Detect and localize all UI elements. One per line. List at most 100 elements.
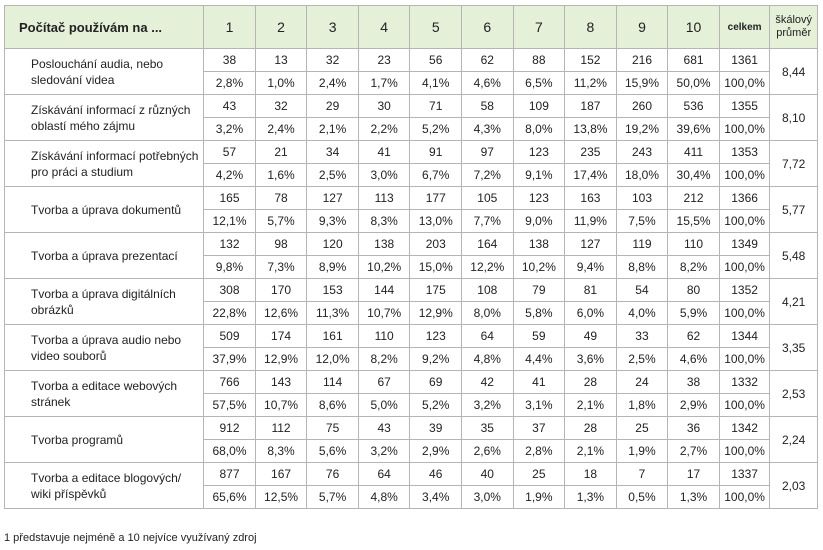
count-cell: 40 <box>461 462 514 486</box>
percent-total-cell: 100,0% <box>718 347 771 371</box>
count-cell: 175 <box>409 278 463 302</box>
count-total-cell: 1342 <box>718 416 771 440</box>
percent-cell: 9,1% <box>512 163 566 187</box>
percent-cell: 3,2% <box>461 393 514 417</box>
count-cell: 69 <box>409 370 463 394</box>
percent-cell: 9,0% <box>512 209 566 233</box>
percent-cell: 8,6% <box>306 393 359 417</box>
count-cell: 509 <box>203 324 256 348</box>
percent-cell: 9,2% <box>409 347 463 371</box>
percent-cell: 2,1% <box>564 393 617 417</box>
count-cell: 21 <box>254 140 308 164</box>
row-label: Tvorba programů <box>3 416 205 463</box>
percent-cell: 17,4% <box>564 163 617 187</box>
count-cell: 25 <box>615 416 669 440</box>
percent-cell: 1,0% <box>254 71 308 95</box>
percent-cell: 10,2% <box>512 255 566 279</box>
count-cell: 62 <box>461 48 514 72</box>
percent-cell: 11,3% <box>306 301 359 325</box>
percent-cell: 3,1% <box>512 393 566 417</box>
percent-total-cell: 100,0% <box>718 163 771 187</box>
percent-cell: 9,3% <box>306 209 359 233</box>
count-cell: 43 <box>357 416 411 440</box>
count-cell: 167 <box>254 462 308 486</box>
count-cell: 123 <box>409 324 463 348</box>
count-cell: 123 <box>512 140 566 164</box>
table-row-percentages: 68,0% 8,3% 5,6% 3,2% 2,9% 2,6% 2,8% 2,1% 1,9% 2,7… <box>5 439 818 463</box>
count-cell: 243 <box>615 140 669 164</box>
header-scale: škálový průměr <box>769 5 818 49</box>
count-cell: 203 <box>409 232 463 256</box>
percent-cell: 4,8% <box>461 347 514 371</box>
count-cell: 39 <box>409 416 463 440</box>
count-cell: 67 <box>357 370 411 394</box>
percent-cell: 3,6% <box>564 347 617 371</box>
percent-cell: 2,1% <box>564 439 617 463</box>
percent-cell: 50,0% <box>667 71 720 95</box>
footnote: 1 představuje nejméně a 10 nejvíce využí… <box>4 532 257 544</box>
percent-cell: 1,7% <box>357 71 411 95</box>
table-row-counts: Tvorba a úprava digitálních obrázků 308 17… <box>3 278 818 325</box>
count-cell: 912 <box>203 416 256 440</box>
percent-cell: 2,8% <box>512 439 566 463</box>
count-cell: 58 <box>461 94 514 118</box>
count-cell: 13 <box>254 48 308 72</box>
percent-cell: 8,9% <box>306 255 359 279</box>
count-cell: 177 <box>409 186 463 210</box>
count-cell: 28 <box>564 416 617 440</box>
row-label: Získávání informací z různých oblastí mé… <box>3 94 205 141</box>
header-col-9: 9 <box>615 5 669 49</box>
percent-cell: 8,3% <box>254 439 308 463</box>
percent-cell: 6,7% <box>409 163 463 187</box>
percent-cell: 30,4% <box>667 163 720 187</box>
count-total-cell: 1337 <box>718 462 771 486</box>
count-cell: 536 <box>667 94 720 118</box>
percent-cell: 8,2% <box>667 255 720 279</box>
percent-cell: 13,8% <box>564 117 617 141</box>
row-label: Získávání informací potřebných pro práci… <box>3 140 205 187</box>
percent-cell: 8,0% <box>512 117 566 141</box>
count-cell: 35 <box>461 416 514 440</box>
row-label: Tvorba a úprava dokumentů <box>3 186 205 233</box>
percent-total-cell: 100,0% <box>718 209 771 233</box>
count-cell: 138 <box>512 232 566 256</box>
percent-cell: 18,0% <box>615 163 669 187</box>
count-cell: 110 <box>357 324 411 348</box>
count-cell: 7 <box>615 462 669 486</box>
percent-cell: 2,9% <box>409 439 463 463</box>
table-row-counts: Poslouchání audia, nebo sledování videa 3… <box>3 48 818 95</box>
row-label: Poslouchání audia, nebo sledování videa <box>3 48 205 95</box>
percent-cell: 2,9% <box>667 393 720 417</box>
count-cell: 62 <box>667 324 720 348</box>
percent-cell: 10,7% <box>357 301 411 325</box>
count-cell: 165 <box>203 186 256 210</box>
count-cell: 36 <box>667 416 720 440</box>
percent-total-cell: 100,0% <box>718 117 771 141</box>
percent-cell: 2,4% <box>254 117 308 141</box>
percent-cell: 12,2% <box>461 255 514 279</box>
count-cell: 216 <box>615 48 669 72</box>
header-col-2: 2 <box>254 5 308 49</box>
percent-cell: 5,8% <box>512 301 566 325</box>
count-cell: 308 <box>203 278 256 302</box>
percent-cell: 6,5% <box>512 71 566 95</box>
percent-cell: 8,3% <box>357 209 411 233</box>
percent-cell: 7,2% <box>461 163 514 187</box>
row-label: Tvorba a editace blogových/ wiki příspěv… <box>3 462 205 509</box>
percent-cell: 2,4% <box>306 71 359 95</box>
table-row-counts: Tvorba a editace blogových/ wiki příspěv… <box>3 462 818 509</box>
count-cell: 79 <box>512 278 566 302</box>
count-cell: 49 <box>564 324 617 348</box>
percent-cell: 2,7% <box>667 439 720 463</box>
header-col-3: 3 <box>306 5 359 49</box>
scale-average-cell: 7,72 <box>769 140 818 187</box>
count-total-cell: 1344 <box>718 324 771 348</box>
percent-cell: 2,5% <box>615 347 669 371</box>
percent-cell: 3,2% <box>203 117 256 141</box>
count-cell: 24 <box>615 370 669 394</box>
count-cell: 112 <box>254 416 308 440</box>
count-total-cell: 1361 <box>718 48 771 72</box>
percent-cell: 8,2% <box>357 347 411 371</box>
table-row-percentages: 37,9% 12,9% 12,0% 8,2% 9,2% 4,8% 4,4% 3,6% 2,5% 4… <box>5 347 818 371</box>
percent-cell: 4,6% <box>461 71 514 95</box>
